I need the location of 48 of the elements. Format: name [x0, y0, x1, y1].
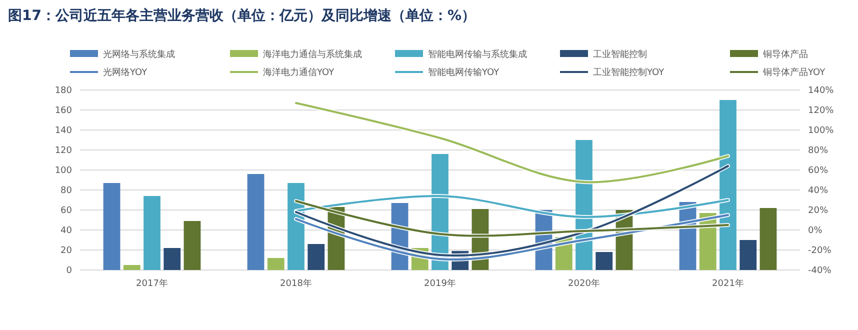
legend-label: 海洋电力通信YOY: [263, 67, 335, 78]
y2-tick-label: 60%: [808, 166, 828, 176]
x-tick-label: 2019年: [424, 278, 456, 289]
y2-tick-label: 0%: [808, 226, 823, 236]
bar: [164, 248, 181, 270]
bar: [184, 221, 201, 270]
bar: [144, 196, 160, 270]
y-tick-label: 0: [66, 266, 72, 276]
legend-label: 光网络YOY: [103, 67, 148, 78]
x-tick-label: 2020年: [568, 278, 600, 289]
y2-tick-label: 80%: [808, 146, 828, 156]
chart-title: 图17：公司近五年各主营业务营收（单位：亿元）及同比增速（单位：%）: [8, 7, 476, 24]
y-tick-label: 80: [60, 186, 72, 196]
bar: [103, 183, 120, 270]
y-tick-label: 60: [60, 206, 72, 216]
y2-tick-label: 40%: [808, 186, 828, 196]
legend-label: 智能电网传输YOY: [428, 67, 500, 78]
x-tick-label: 2017年: [136, 278, 168, 289]
legend-label: 工业智能控制: [593, 49, 647, 60]
y-tick-label: 140: [54, 126, 72, 136]
y-tick-label: 120: [54, 146, 72, 156]
legend-label: 智能电网传输与系统集成: [428, 49, 527, 60]
bar: [760, 208, 777, 270]
y2-tick-label: -40%: [808, 266, 832, 276]
y2-tick-label: 140%: [808, 86, 834, 96]
legend-label: 光网络与系统集成: [103, 49, 175, 60]
y2-tick-label: 100%: [808, 126, 834, 136]
bar: [596, 252, 613, 270]
legend-label: 铜导体产品YOY: [762, 67, 826, 78]
legend-label: 铜导体产品: [762, 49, 808, 60]
y-tick-label: 160: [54, 106, 72, 116]
y2-tick-label: 20%: [808, 206, 828, 216]
y-tick-label: 40: [60, 226, 72, 236]
y-tick-label: 20: [60, 246, 72, 256]
y2-tick-label: 120%: [808, 106, 834, 116]
legend-label: 海洋电力通信与系统集成: [263, 49, 362, 60]
bar: [247, 174, 264, 270]
x-tick-label: 2021年: [712, 278, 744, 289]
y-tick-label: 180: [54, 86, 72, 96]
bar: [267, 258, 284, 270]
line-series: [294, 101, 730, 184]
x-tick-label: 2018年: [280, 278, 312, 289]
legend-label: 工业智能控制YOY: [593, 67, 665, 78]
bar: [308, 244, 325, 270]
bar: [123, 265, 140, 270]
y-tick-label: 100: [54, 166, 72, 176]
y2-tick-label: -20%: [808, 246, 832, 256]
bar: [740, 240, 757, 270]
